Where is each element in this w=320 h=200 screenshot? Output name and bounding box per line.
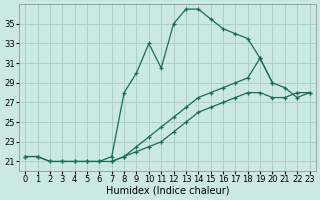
X-axis label: Humidex (Indice chaleur): Humidex (Indice chaleur) bbox=[106, 186, 229, 196]
